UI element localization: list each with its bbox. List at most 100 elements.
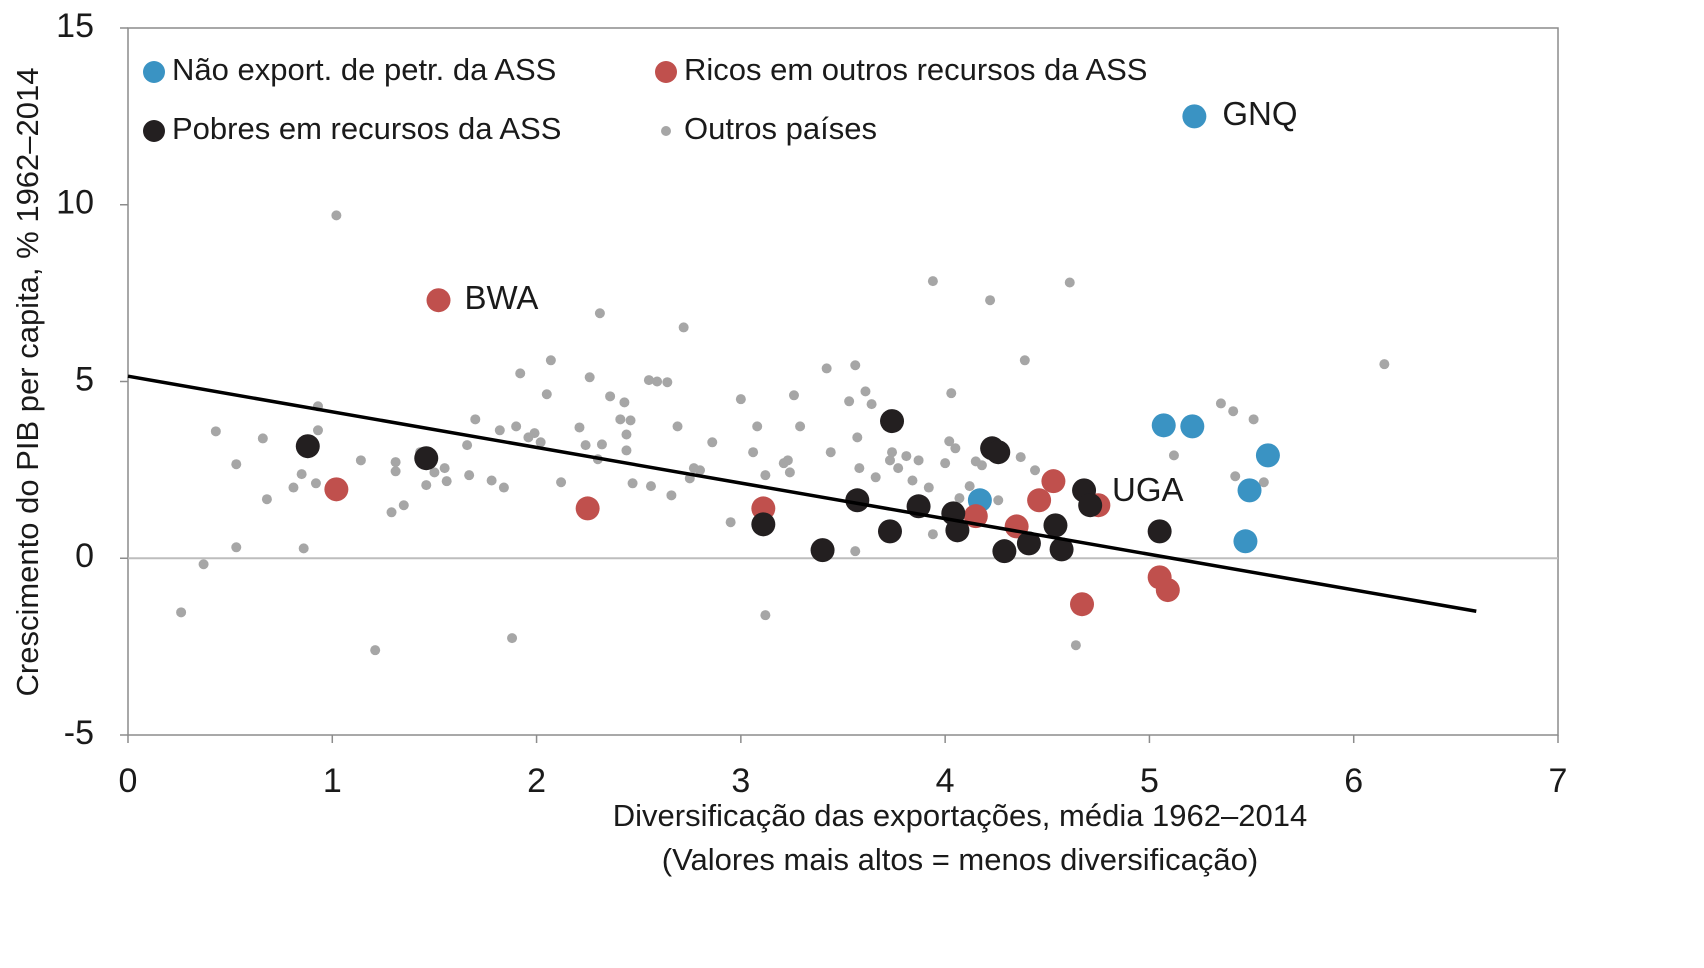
point [574,422,585,433]
point [462,440,473,451]
point [985,295,996,306]
y-tick-label: 15 [56,7,94,45]
x-tick-label: 1 [323,762,342,800]
point [666,490,677,501]
point [945,518,970,543]
point [1016,531,1041,556]
point [913,455,924,466]
point [992,539,1017,564]
point [950,443,961,454]
annotation: GNQ [1222,95,1297,132]
point [1064,277,1075,288]
point [1041,469,1066,494]
point [927,276,938,287]
point [1030,465,1041,476]
point [621,429,632,440]
point [1248,414,1259,425]
point [257,433,268,444]
point [198,559,209,570]
point [231,542,242,553]
point [515,368,526,379]
point [1043,513,1068,538]
x-tick-label: 3 [731,762,750,800]
point [923,482,934,493]
point [331,210,342,221]
point [390,457,401,468]
point [464,470,475,481]
point [844,396,855,407]
point [421,480,432,491]
point [355,455,366,466]
point [625,415,636,426]
point [507,633,518,644]
legend-label: Ricos em outros recursos da ASS [684,52,1147,87]
annotation: UGA [1112,471,1184,508]
point [652,376,663,387]
point [498,482,509,493]
y-tick-label: 0 [75,537,94,575]
legend-marker [143,120,165,142]
point [1182,104,1207,129]
point [529,428,540,439]
point [1151,413,1176,438]
point [1019,355,1030,366]
point [1379,359,1390,370]
point [993,495,1004,506]
point [662,377,673,388]
point [594,308,605,319]
point [596,439,607,450]
point [615,414,626,425]
point [788,390,799,401]
legend-label: Não export. de petr. da ASS [172,52,556,87]
point [986,440,1011,465]
point [1070,592,1095,617]
x-axis-label: Diversificação das exportações, média 19… [613,798,1307,833]
point [940,458,951,469]
x-tick-label: 7 [1549,762,1568,800]
point [414,446,439,471]
legend-label: Outros países [684,111,877,146]
point [725,517,736,528]
point [645,481,656,492]
point [310,478,321,489]
point [795,421,806,432]
point [584,372,595,383]
point [893,463,904,474]
point [1233,529,1258,554]
point [1155,578,1180,603]
point [810,538,835,563]
point [370,645,381,656]
point [619,397,630,408]
point [231,459,242,470]
point [735,394,746,405]
point [210,426,221,437]
point [556,477,567,488]
point [821,363,832,374]
point [398,500,409,511]
legend-marker [661,126,671,136]
point [1027,488,1052,513]
x-tick-label: 2 [527,762,546,800]
point [439,463,450,474]
point [907,475,918,486]
point [964,481,975,492]
point [748,447,759,458]
point [545,355,556,366]
point [1168,450,1179,461]
point [850,360,861,371]
point [312,425,323,436]
point [1255,443,1280,468]
point [580,440,591,451]
point [877,519,902,544]
point [880,409,905,434]
point [678,322,689,333]
point [621,445,632,456]
point [760,470,771,481]
point [176,607,187,618]
trend-line [127,374,1477,613]
annotation: BWA [465,279,539,316]
point [946,388,957,399]
point [752,421,763,432]
point [852,432,863,443]
